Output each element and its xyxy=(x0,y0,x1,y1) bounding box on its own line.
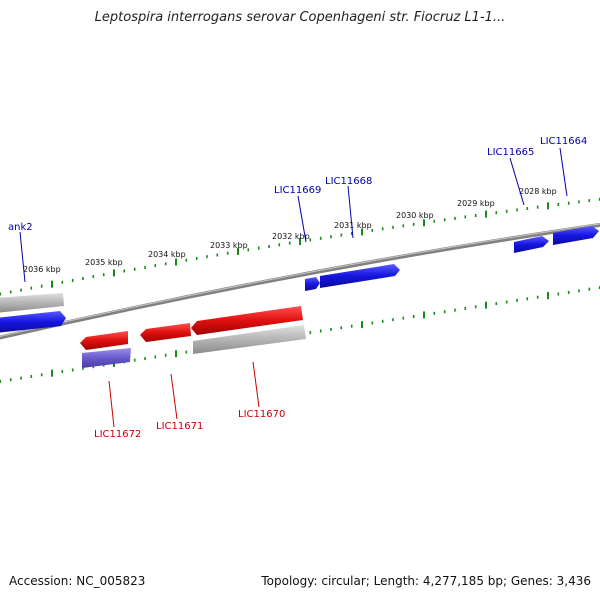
kbp-label: 2028 kbp xyxy=(519,187,557,196)
gene-pseudo[interactable] xyxy=(193,325,306,354)
forward-strand-genes xyxy=(0,226,599,333)
gene-label[interactable]: LIC11665 xyxy=(487,147,534,158)
gene-label[interactable]: LIC11664 xyxy=(540,136,587,147)
gene-label[interactable]: ank2 xyxy=(8,222,33,233)
gene-label[interactable]: LIC11670 xyxy=(238,409,285,420)
gene-forward[interactable] xyxy=(320,264,400,288)
gene-pseudo[interactable] xyxy=(0,293,64,313)
reverse-strand-genes xyxy=(80,306,306,368)
accession-text: Accession: NC_005823 xyxy=(9,574,146,588)
kbp-label: 2033 kbp xyxy=(210,241,248,250)
forward-tick-ring xyxy=(0,197,600,296)
gene-reverse[interactable] xyxy=(191,306,303,335)
kbp-label: 2030 kbp xyxy=(396,211,434,220)
gene-forward[interactable] xyxy=(553,226,599,245)
kbp-label: 2032 kbp xyxy=(272,232,310,241)
label-leaders xyxy=(19,147,568,428)
kbp-label: 2036 kbp xyxy=(23,265,61,274)
gene-reverse[interactable] xyxy=(140,323,191,342)
gene-label[interactable]: LIC11669 xyxy=(274,185,321,196)
kbp-label: 2031 kbp xyxy=(334,221,372,230)
gene-forward[interactable] xyxy=(0,311,66,333)
gene-rna[interactable] xyxy=(82,348,131,368)
gene-reverse[interactable] xyxy=(80,331,128,350)
gene-forward[interactable] xyxy=(305,277,320,291)
gene-label[interactable]: LIC11668 xyxy=(325,176,372,187)
gene-label[interactable]: LIC11672 xyxy=(94,429,141,440)
genome-backbone xyxy=(0,222,600,340)
map-title: Leptospira interrogans serovar Copenhage… xyxy=(94,10,506,25)
genome-summary: Topology: circular; Length: 4,277,185 bp… xyxy=(261,574,591,588)
gene-forward[interactable] xyxy=(514,236,549,253)
gene-label[interactable]: LIC11671 xyxy=(156,421,203,432)
kbp-label: 2029 kbp xyxy=(457,199,495,208)
backbone-highlight xyxy=(0,223,600,337)
kbp-label: 2034 kbp xyxy=(148,250,186,259)
kbp-label: 2035 kbp xyxy=(85,258,123,267)
